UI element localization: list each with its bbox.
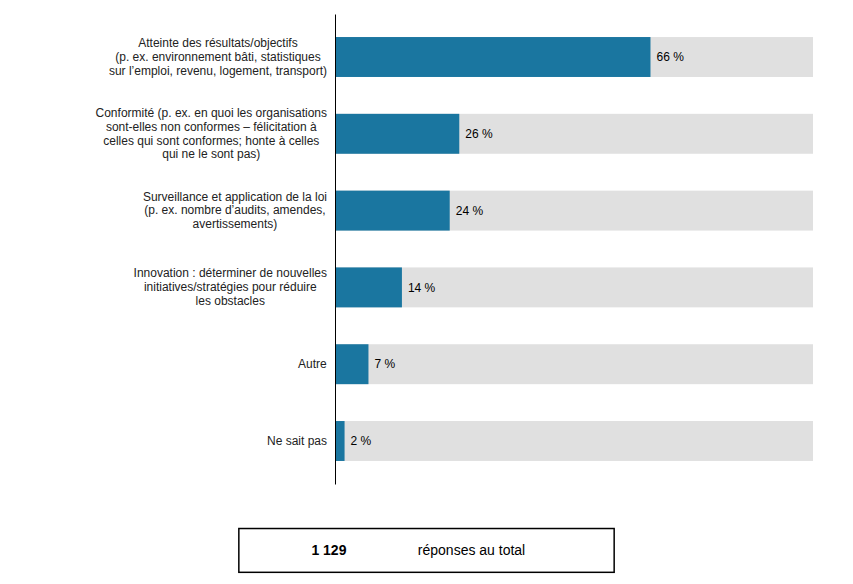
tick-label-line: initiatives/stratégies pour réduire (144, 280, 317, 294)
tick: Conformité (p. ex. en quoi les organisat… (96, 106, 335, 161)
tick-label: Ne sait pas (267, 434, 327, 448)
bar-track (335, 191, 813, 231)
annotation: 1 129 (311, 542, 346, 558)
tick-label: Conformité (p. ex. en quoi les organisat… (96, 106, 327, 161)
bar (335, 421, 345, 461)
tick-label: Innovation : déterminer de nouvellesinit… (134, 266, 327, 308)
bar (335, 114, 459, 154)
bars (335, 37, 813, 461)
tick-label-line: sur l’emploi, revenu, logement, transpor… (109, 64, 327, 78)
plot: 2 % 7 % 14 % 24 % 26 % 66 % Ne sait pas Autre In… (96, 15, 813, 485)
tick-label-line: avertissements) (193, 217, 278, 231)
annotation: réponses au total (418, 542, 525, 558)
tick-label-line: celles qui sont conformes; honte à celle… (103, 134, 319, 148)
axis-line (335, 15, 336, 485)
tick-label-line: (p. ex. environnement bâti, statistiques (115, 50, 320, 64)
footer: 1 129 réponses au total (239, 529, 614, 573)
tick-label: Surveillance et application de la loi(p.… (143, 190, 327, 232)
tick-label-line: qui ne le sont pas) (162, 147, 260, 161)
data-label: 24 % (456, 204, 484, 218)
tick: Autre (298, 357, 335, 371)
bar-track (335, 37, 813, 77)
data-label: 66 % (656, 50, 684, 64)
data-label: 2 % (351, 434, 372, 448)
tick-label-line: sont-elles non conformes – félicitation … (106, 120, 317, 134)
bar (335, 37, 650, 77)
tick-label-line: Atteinte des résultats/objectifs (138, 36, 297, 50)
footer-box (239, 529, 614, 573)
tick-label-line: Innovation : déterminer de nouvelles (134, 266, 327, 280)
tick: Atteinte des résultats/objectifs(p. ex. … (109, 36, 335, 78)
chart: 2 % 7 % 14 % 24 % 26 % 66 % Ne sait pas Autre In… (0, 0, 853, 584)
data-label: 7 % (374, 357, 395, 371)
bar-track (335, 267, 813, 307)
tick-label: Autre (298, 357, 327, 371)
data-label: 14 % (408, 281, 436, 295)
tick: Surveillance et application de la loi(p.… (143, 190, 335, 232)
tick-label-line: Ne sait pas (267, 434, 327, 448)
tick-label-line: Conformité (p. ex. en quoi les organisat… (96, 106, 327, 120)
tick: Innovation : déterminer de nouvellesinit… (134, 266, 335, 308)
bar-track (335, 421, 813, 461)
bar (335, 344, 368, 384)
data-labels: 2 % 7 % 14 % 24 % 26 % 66 % (351, 50, 685, 448)
tick-label-line: (p. ex. nombre d’audits, amendes, (144, 203, 325, 217)
tick: Ne sait pas (267, 434, 335, 448)
tick-label-line: Surveillance et application de la loi (143, 190, 327, 204)
bar (335, 267, 402, 307)
tick-label: Atteinte des résultats/objectifs(p. ex. … (109, 36, 327, 78)
tick-label-line: Autre (298, 357, 327, 371)
bar (335, 191, 450, 231)
y-axis: Ne sait pas Autre Innovation : déterminer … (96, 15, 336, 485)
tick-label-line: les obstacles (196, 294, 265, 308)
bar-track (335, 114, 813, 154)
bar-track (335, 344, 813, 384)
data-label: 26 % (465, 127, 493, 141)
